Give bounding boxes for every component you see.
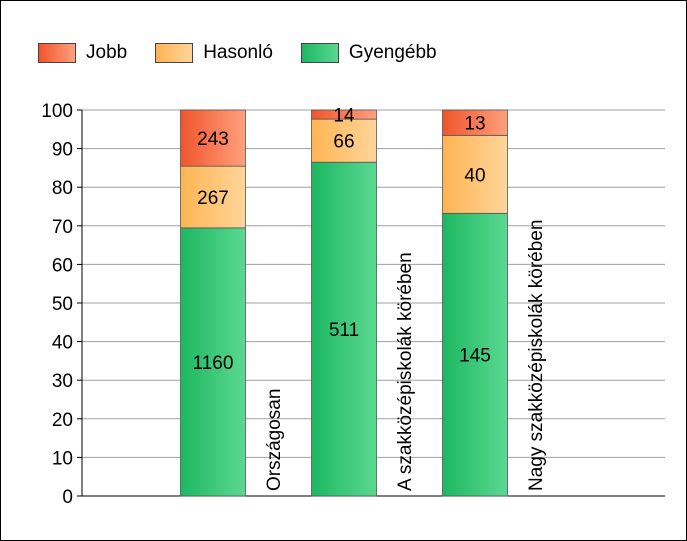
category-labels: Országosan A szakközépiskolák körében Nagy… [264, 220, 547, 491]
y-tick-label-90: 90 [52, 140, 73, 161]
y-tick-label-100: 100 [41, 101, 73, 122]
legend-item-jobb: Jobb [38, 42, 127, 64]
legend-swatch-gyengebb [300, 43, 339, 63]
legend-swatch-jobb [38, 43, 76, 63]
data-label-jobb-2: 13 [464, 114, 485, 135]
category-label-2: Nagy szakközépiskolák körében [526, 220, 547, 491]
y-tick-label-60: 60 [52, 255, 73, 276]
bars: 1160 267 243 511 66 14 145 40 13 [180, 106, 508, 497]
legend: Jobb Hasonló Gyengébb [38, 42, 465, 64]
data-label-jobb-0: 243 [197, 129, 229, 150]
bar-segment-jobb-1 [311, 109, 377, 120]
y-tick-label-0: 0 [62, 487, 73, 508]
legend-swatch-hasonlo [155, 43, 194, 63]
data-label-hasonló-0: 267 [197, 188, 229, 209]
data-label-gyengébb-0: 1160 [193, 353, 234, 374]
data-label-hasonló-2: 40 [464, 165, 485, 186]
data-label-gyengébb-2: 145 [459, 346, 491, 367]
legend-label-hasonlo: Hasonló [203, 42, 273, 63]
bar-segment-gyengébb-2 [442, 212, 508, 497]
data-label-hasonló-1: 66 [333, 132, 354, 153]
y-tick-label-40: 40 [52, 333, 73, 354]
bar-segment-gyengébb-0 [180, 227, 246, 497]
legend-label-gyengebb: Gyengébb [348, 42, 437, 63]
data-label-jobb-1: 14 [333, 106, 355, 127]
legend-item-hasonlo: Hasonló [155, 42, 273, 64]
bar-segment-hasonló-1 [311, 118, 377, 163]
bar-segment-gyengébb-1 [311, 161, 377, 497]
y-tick-label-50: 50 [52, 294, 73, 315]
data-label-gyengébb-1: 511 [329, 320, 359, 341]
bar-segment-hasonló-0 [180, 165, 246, 229]
y-axis: 0 10 20 30 40 50 60 70 80 90 100 [41, 101, 665, 508]
legend-item-gyengebb: Gyengébb [300, 42, 437, 64]
y-tick-label-80: 80 [52, 178, 73, 199]
bar-segment-jobb-0 [180, 109, 246, 167]
y-tick-label-30: 30 [52, 371, 73, 392]
category-label-1: A szakközépiskolák körében [395, 252, 416, 491]
legend-label-jobb: Jobb [86, 42, 128, 63]
category-label-0: Országosan [264, 389, 285, 491]
y-tick-label-10: 10 [52, 448, 73, 469]
bar-segment-jobb-2 [442, 109, 508, 136]
y-tick-label-70: 70 [52, 217, 73, 238]
bar-segment-hasonló-2 [442, 134, 508, 214]
y-tick-label-20: 20 [52, 410, 73, 431]
